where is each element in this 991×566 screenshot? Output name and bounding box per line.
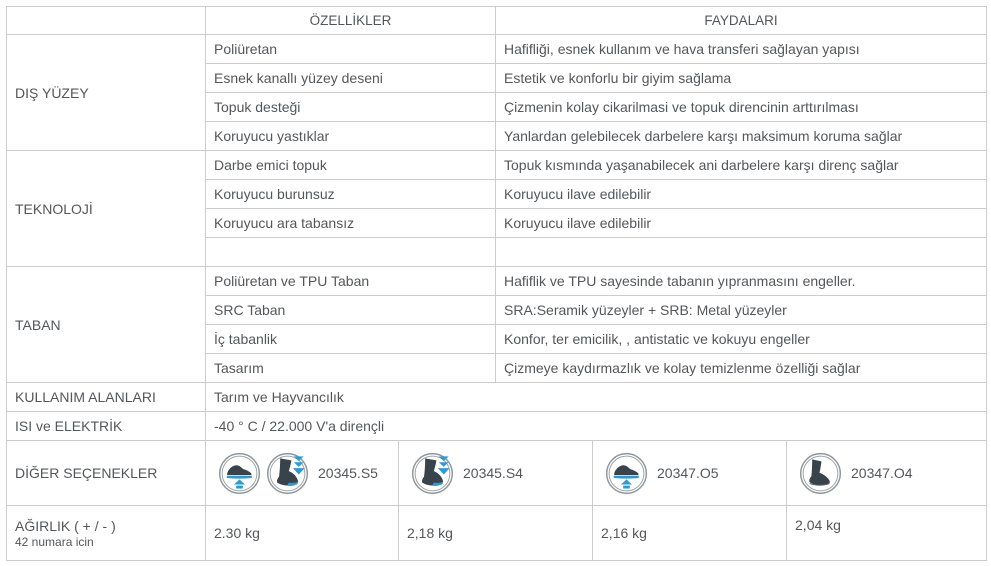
- table-row: SRC Taban SRA:Seramik yüzeyler + SRB: Me…: [7, 295, 988, 325]
- feature-cell: İç tabanlik: [204, 324, 497, 354]
- table-row: Koruyucu burunsuz Koruyucu ilave edilebi…: [7, 179, 988, 209]
- header-empty-cell: [6, 6, 206, 35]
- benefit-cell: Çizmenin kolay cikarilmasi ve topuk dire…: [495, 92, 988, 122]
- header-benefits: FAYDALARI: [495, 6, 988, 35]
- weight-value: 2,04 kg: [795, 517, 841, 533]
- option-cell: 20345.S5: [205, 440, 399, 506]
- feature-cell: Esnek kanallı yüzey deseni: [204, 63, 497, 93]
- weight-value-cell: 2,16 kg: [592, 505, 788, 561]
- table-row: Koruyucu yastıklar Yanlardan gelebilecek…: [7, 121, 988, 151]
- feature-cell: Koruyucu yastıklar: [204, 121, 497, 151]
- boot-down-arrow-icon: [266, 452, 309, 495]
- option-code: 20345.S5: [318, 465, 378, 481]
- weight-value-cell: 2.30 kg: [205, 505, 399, 561]
- benefit-cell: Konfor, ter emicilik, , antistatic ve ko…: [495, 324, 988, 354]
- option-cell: 20345.S4: [397, 440, 594, 506]
- info-value-cell: -40 ° C / 22.000 V'a dirençli: [204, 411, 988, 441]
- feature-cell: Poliüretan: [204, 34, 497, 64]
- weight-label: AĞIRLIK ( + / - ): [15, 517, 116, 534]
- option-cell: 20347.O5: [592, 440, 788, 506]
- table-row: Koruyucu ara tabansız Koruyucu ilave edi…: [7, 208, 988, 238]
- header-features: ÖZELLİKLER: [204, 6, 497, 35]
- table-row: [7, 237, 988, 267]
- row-label-agirlik: AĞIRLIK ( + / - ) 42 numara icin: [6, 505, 206, 561]
- options-row: DİĞER SEÇENEKLER 20345.S5 20345.S4 20347…: [6, 440, 988, 506]
- option-cell: 20347.O4: [786, 440, 988, 506]
- weight-value-cell: 2,18 kg: [397, 505, 594, 561]
- table-row: Tasarım Çizmeye kaydırmazlık ve kolay te…: [7, 353, 988, 383]
- shoe-up-arrow-icon: [218, 452, 261, 495]
- boot-icon: [799, 452, 842, 495]
- benefit-cell: Topuk kısmında yaşanabilecek ani darbele…: [495, 150, 988, 180]
- benefit-cell: Koruyucu ilave edilebilir: [495, 179, 988, 209]
- product-spec-table: ÖZELLİKLER FAYDALARI DIŞ YÜZEY Poliüreta…: [6, 6, 988, 561]
- benefit-cell: Estetik ve konforlu bir giyim sağlama: [495, 63, 988, 93]
- header-row: ÖZELLİKLER FAYDALARI: [6, 6, 988, 35]
- feature-cell: Topuk desteği: [204, 92, 497, 122]
- table-row: Esnek kanallı yüzey deseni Estetik ve ko…: [7, 63, 988, 93]
- row-label-kullanim-alanlari: KULLANIM ALANLARI: [6, 382, 206, 412]
- benefit-cell: Çizmeye kaydırmazlık ve kolay temizlenme…: [495, 353, 988, 383]
- spec-table-container: ÖZELLİKLER FAYDALARI DIŞ YÜZEY Poliüreta…: [6, 6, 988, 561]
- option-code: 20345.S4: [463, 465, 523, 481]
- feature-cell: Koruyucu burunsuz: [204, 179, 497, 209]
- weight-sublabel: 42 numara icin: [15, 534, 94, 549]
- feature-cell: Darbe emici topuk: [204, 150, 497, 180]
- table-row: TEKNOLOJİ Darbe emici topuk Topuk kısmın…: [6, 150, 988, 267]
- table-row: KULLANIM ALANLARI Tarım ve Hayvancılık: [6, 382, 988, 412]
- feature-cell: Koruyucu ara tabansız: [204, 208, 497, 238]
- weight-value-cell: 2,04 kg: [786, 505, 988, 561]
- feature-cell: [204, 237, 497, 267]
- benefit-cell: Hafiflik ve TPU sayesinde tabanın yıpran…: [495, 266, 988, 296]
- option-code: 20347.O4: [851, 465, 913, 481]
- section-label-dis-yuzey: DIŞ YÜZEY: [6, 34, 206, 151]
- table-row: DIŞ YÜZEY Poliüretan Hafifliği, esnek ku…: [6, 34, 988, 151]
- feature-cell: Poliüretan ve TPU Taban: [204, 266, 497, 296]
- weight-row: AĞIRLIK ( + / - ) 42 numara icin 2.30 kg…: [6, 505, 988, 561]
- option-code: 20347.O5: [657, 465, 719, 481]
- section-label-teknoloji: TEKNOLOJİ: [6, 150, 206, 267]
- feature-cell: SRC Taban: [204, 295, 497, 325]
- boot-down-arrow-icon: [411, 452, 454, 495]
- benefit-cell: Yanlardan gelebilecek darbelere karşı ma…: [495, 121, 988, 151]
- benefit-cell: Hafifliği, esnek kullanım ve hava transf…: [495, 34, 988, 64]
- row-label-isi-ve-elektrik: ISI ve ELEKTRİK: [6, 411, 206, 441]
- shoe-up-arrow-icon: [605, 452, 648, 495]
- benefit-cell: [495, 237, 988, 267]
- section-label-taban: TABAN: [6, 266, 206, 383]
- table-row: ISI ve ELEKTRİK -40 ° C / 22.000 V'a dir…: [6, 411, 988, 441]
- row-label-diger-secenekler: DİĞER SEÇENEKLER: [6, 440, 206, 506]
- benefit-cell: SRA:Seramik yüzeyler + SRB: Metal yüzeyl…: [495, 295, 988, 325]
- info-value-cell: Tarım ve Hayvancılık: [204, 382, 988, 412]
- benefit-cell: Koruyucu ilave edilebilir: [495, 208, 988, 238]
- table-row: Topuk desteği Çizmenin kolay cikarilmasi…: [7, 92, 988, 122]
- table-row: TABAN Poliüretan ve TPU Taban Hafiflik v…: [6, 266, 988, 383]
- feature-cell: Tasarım: [204, 353, 497, 383]
